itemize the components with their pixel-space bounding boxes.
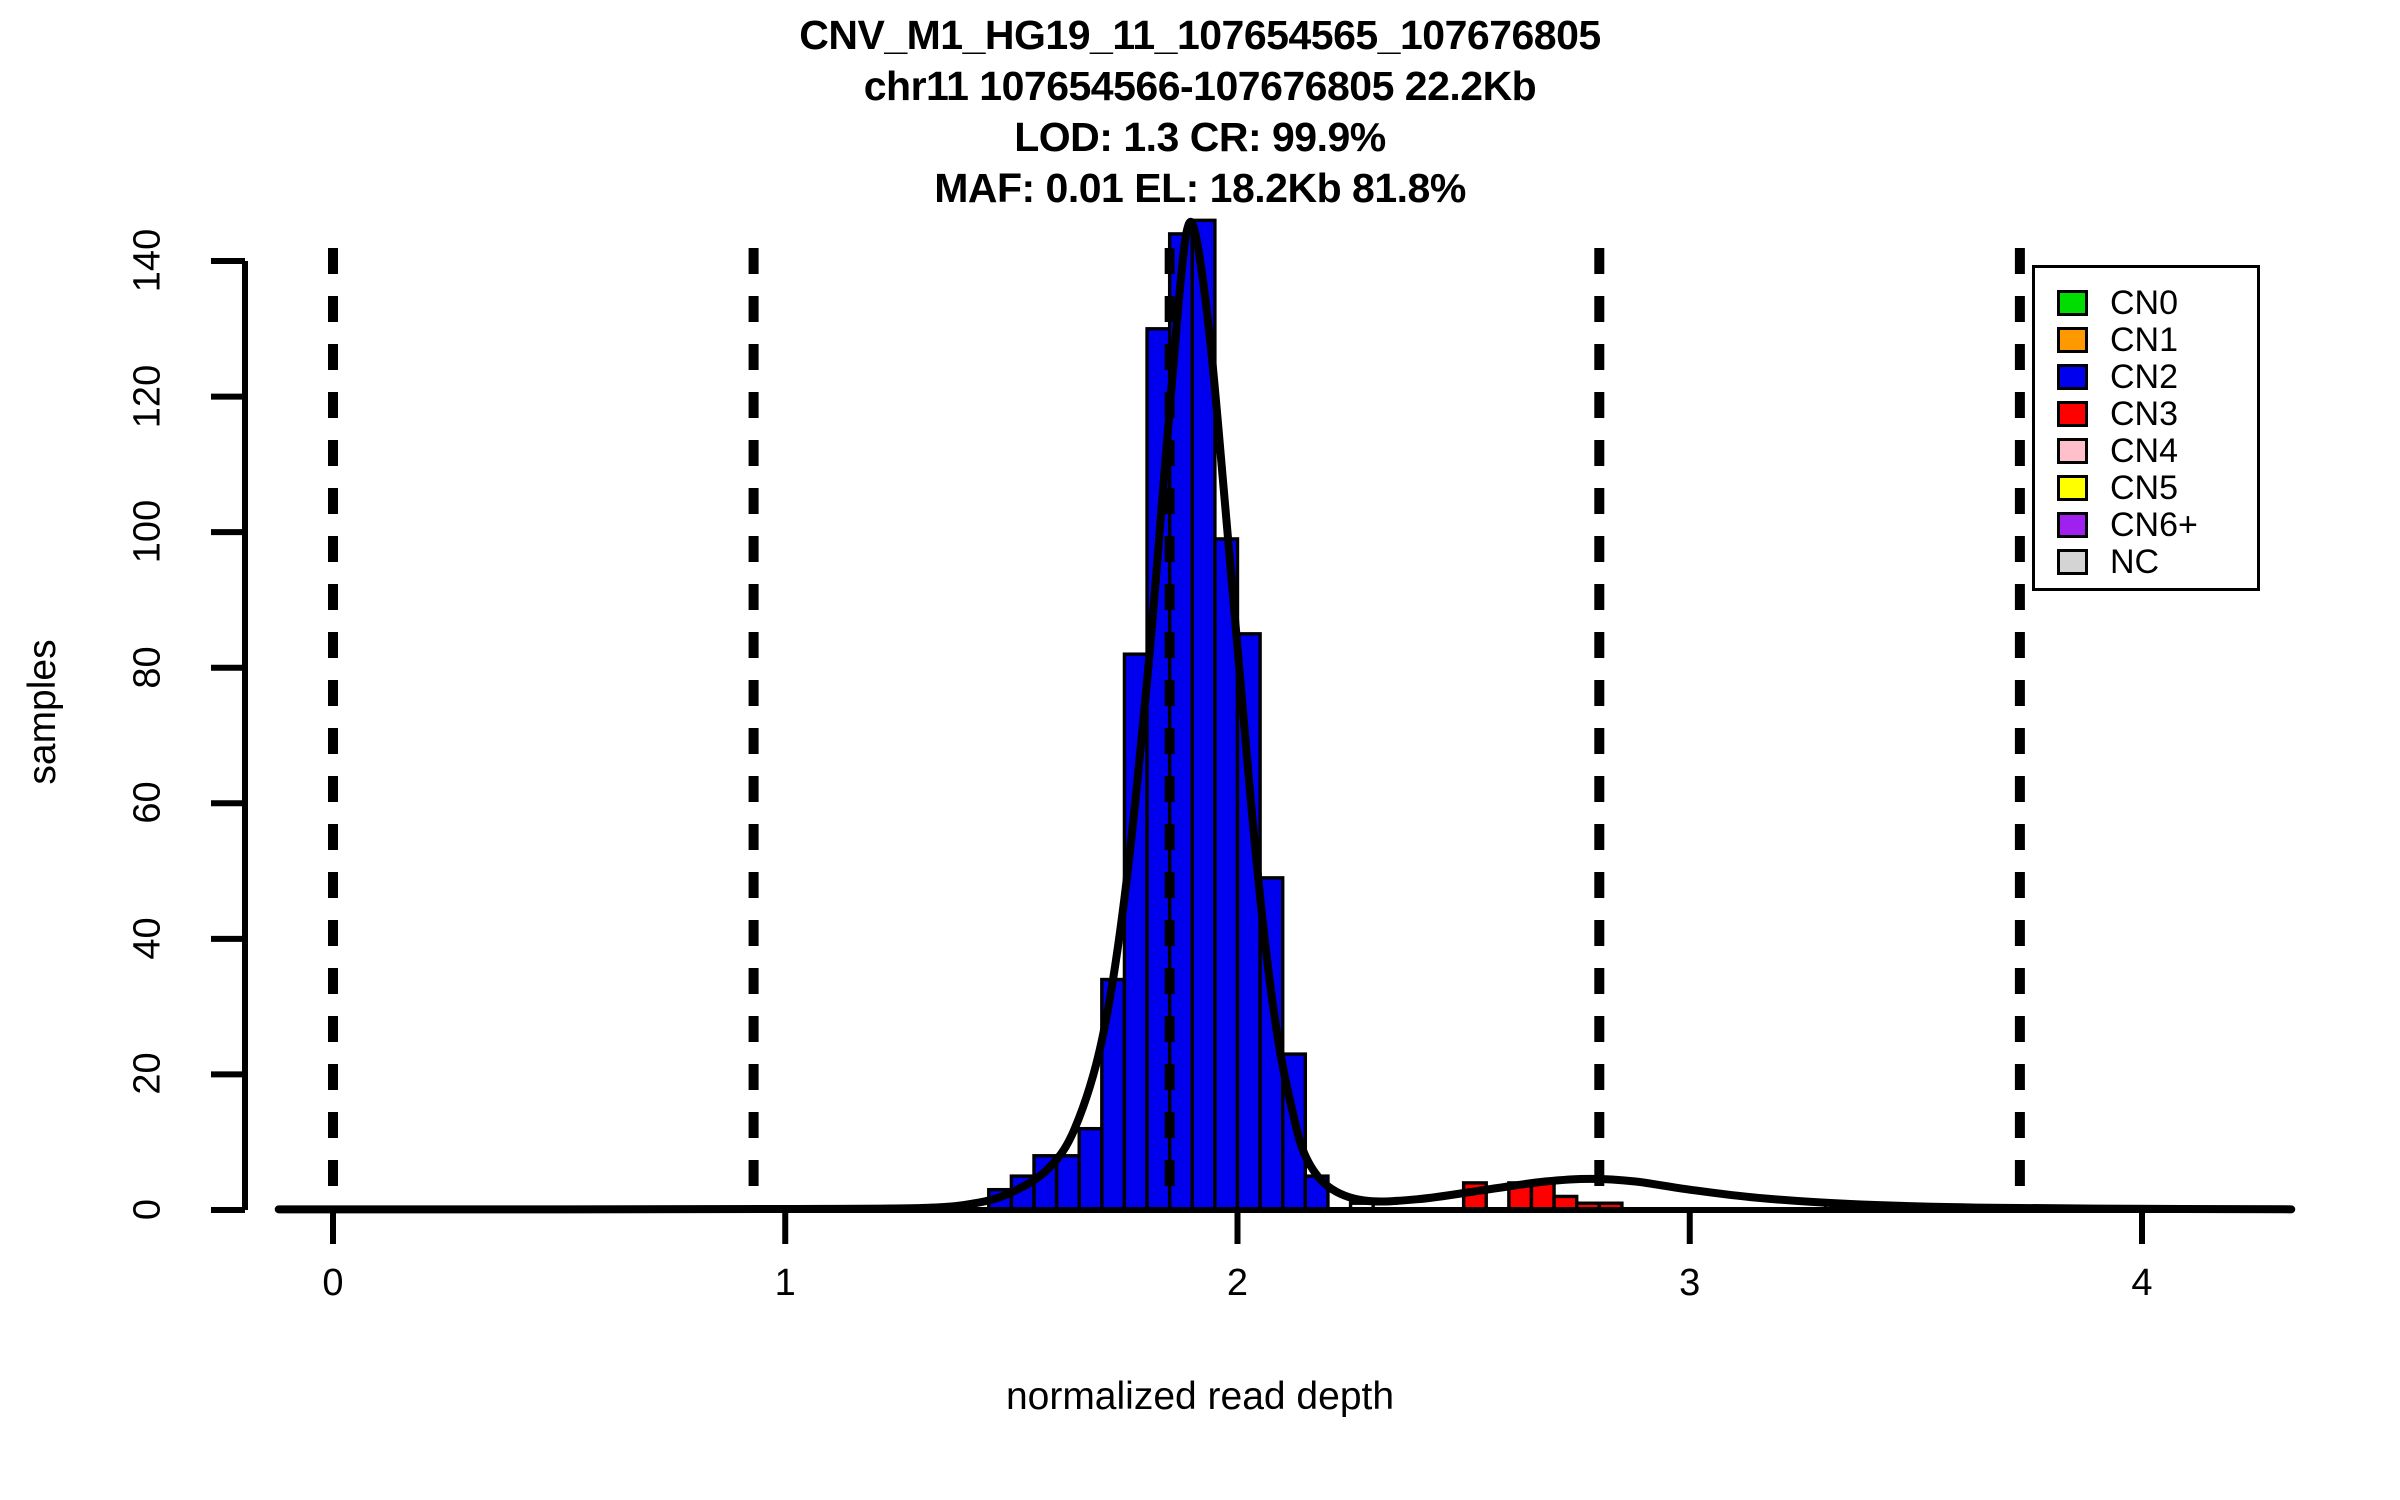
y-tick-label: 20 — [126, 1052, 169, 1096]
y-tick-label: 40 — [126, 917, 169, 960]
y-tick-label: 120 — [126, 364, 169, 428]
legend-item-label: CN4 — [2110, 431, 2179, 470]
legend-item-label: CN1 — [2110, 320, 2179, 359]
legend-swatch-icon — [2057, 289, 2088, 316]
legend-item-cn6plus[interactable]: CN6+ — [2057, 506, 2257, 543]
legend-swatch-icon — [2057, 437, 2088, 464]
x-tick-label: 1 — [774, 1262, 796, 1304]
legend-swatch-icon — [2057, 363, 2088, 390]
x-tick-label: 0 — [322, 1262, 344, 1304]
legend-swatch-icon — [2057, 400, 2088, 427]
histogram-bars-group — [987, 218, 1850, 1212]
legend-list: CN0 CN1 CN2 CN3 CN4 CN5 CN6+ NC — [2035, 268, 2257, 580]
legend-item-label: CN3 — [2110, 394, 2179, 433]
legend-item-cn0[interactable]: CN0 — [2057, 284, 2257, 321]
y-tick-label: 0 — [126, 1198, 169, 1221]
x-tick-label: 4 — [2131, 1262, 2153, 1304]
threshold-lines-group — [328, 248, 2025, 1210]
x-tick-label: 3 — [1679, 1262, 1701, 1304]
y-tick-label: 100 — [126, 499, 169, 564]
density-curve — [274, 217, 2296, 1214]
x-axis-label: normalized read depth — [1005, 1375, 1395, 1418]
legend-item-nc[interactable]: NC — [2057, 543, 2257, 580]
legend-swatch-icon — [2057, 474, 2088, 501]
legend-swatch-icon — [2057, 511, 2088, 538]
y-tick-label: 80 — [126, 646, 169, 689]
axes-group — [211, 258, 2292, 1244]
x-tick-label: 2 — [1226, 1262, 1249, 1304]
y-tick-label: 60 — [126, 781, 169, 824]
density-curve-group — [274, 217, 2296, 1214]
histogram-bar — [1054, 1154, 1081, 1212]
legend-item-label: CN6+ — [2110, 505, 2198, 544]
legend-item-cn3[interactable]: CN3 — [2057, 395, 2257, 432]
legend-item-label: CN2 — [2110, 357, 2179, 396]
legend-item-label: CN5 — [2110, 468, 2179, 507]
legend-item-label: NC — [2110, 542, 2160, 581]
histogram-bar — [1529, 1181, 1556, 1212]
histogram-bar — [1077, 1126, 1104, 1212]
legend-box: CN0 CN1 CN2 CN3 CN4 CN5 CN6+ NC — [2032, 265, 2260, 591]
legend-item-label: CN0 — [2110, 283, 2179, 322]
legend-swatch-icon — [2057, 326, 2088, 353]
legend-item-cn1[interactable]: CN1 — [2057, 321, 2257, 358]
legend-item-cn5[interactable]: CN5 — [2057, 469, 2257, 506]
y-tick-label: 140 — [126, 228, 169, 293]
legend-item-cn2[interactable]: CN2 — [2057, 358, 2257, 395]
legend-swatch-icon — [2057, 548, 2088, 575]
legend-item-cn4[interactable]: CN4 — [2057, 432, 2257, 469]
